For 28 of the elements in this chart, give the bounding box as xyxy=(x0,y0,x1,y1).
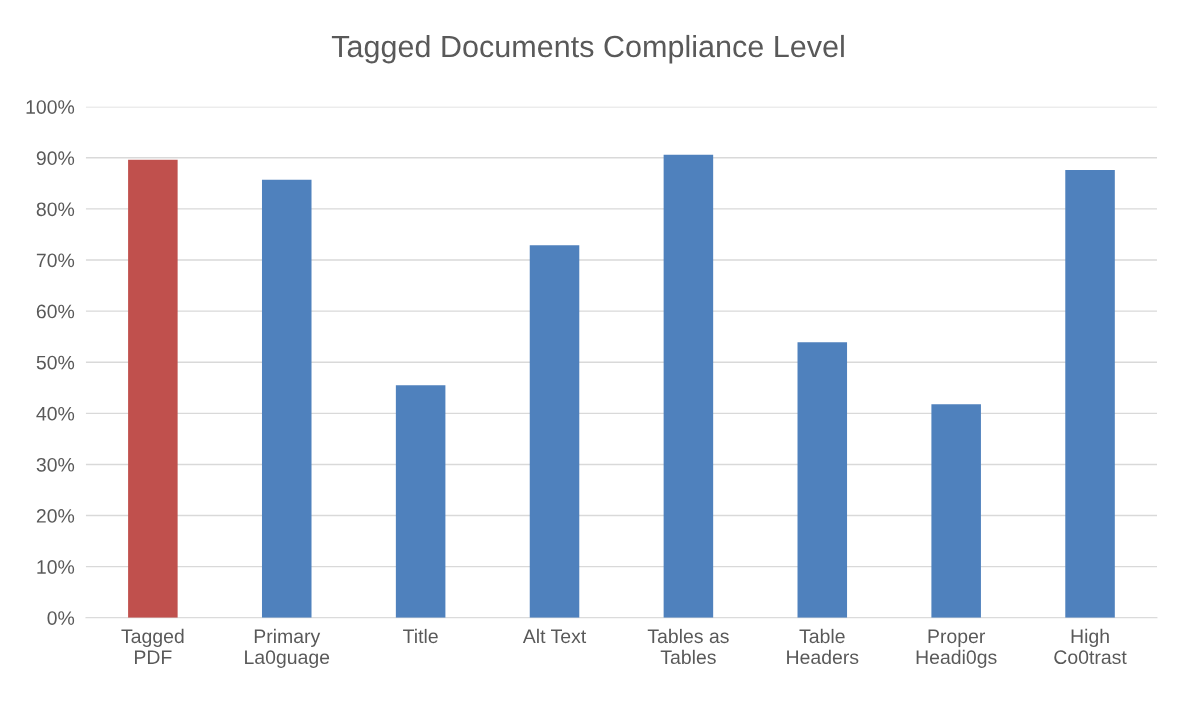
y-tick-label: 100% xyxy=(26,100,75,114)
y-tick-label: 90% xyxy=(36,151,75,166)
x-tick-label: High Co0trast xyxy=(1054,628,1127,665)
x-tick-label: Tables as Tables xyxy=(647,628,729,665)
x-tick-label: Title xyxy=(403,628,438,644)
y-tick-label: 70% xyxy=(36,253,75,268)
bar xyxy=(1065,170,1115,618)
x-tick-label: Tagged PDF xyxy=(121,628,184,664)
y-tick-label: 0% xyxy=(47,611,75,625)
x-tick-label: Proper Headi0gs xyxy=(916,629,997,668)
y-tick-label: 30% xyxy=(36,457,75,472)
bar xyxy=(797,342,848,618)
y-tick-label: 50% xyxy=(36,355,75,370)
x-tick-label: Primary La0guage xyxy=(245,628,330,668)
x-tick-label: Alt Text xyxy=(522,628,587,644)
y-tick-label: 20% xyxy=(36,509,75,523)
bar xyxy=(931,404,981,618)
bar xyxy=(663,154,714,618)
y-tick-label: 10% xyxy=(37,560,75,574)
x-tick-label: Table Headers xyxy=(787,628,859,665)
chart-title: Tagged Documents Compliance Level xyxy=(331,34,844,64)
y-tick-label: 40% xyxy=(36,406,75,421)
bar xyxy=(261,179,312,618)
bar xyxy=(529,245,580,618)
y-tick-label: 60% xyxy=(36,304,75,319)
y-tick-label: 80% xyxy=(36,202,75,217)
bar xyxy=(128,159,178,618)
bar xyxy=(395,385,446,618)
